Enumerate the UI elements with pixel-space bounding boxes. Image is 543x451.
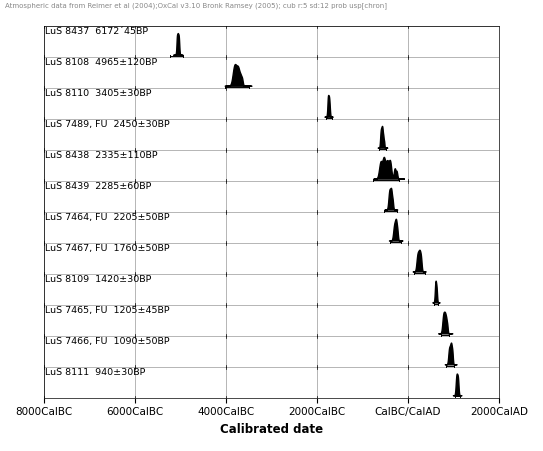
Text: LuS 7489, FU  2450±30BP: LuS 7489, FU 2450±30BP [45, 120, 170, 129]
Text: LuS 7464, FU  2205±50BP: LuS 7464, FU 2205±50BP [45, 213, 169, 222]
Text: LuS 8110  3405±30BP: LuS 8110 3405±30BP [45, 89, 151, 98]
Text: LuS 8109  1420±30BP: LuS 8109 1420±30BP [45, 275, 151, 284]
X-axis label: Calibrated date: Calibrated date [220, 423, 323, 436]
Text: LuS 8438  2335±110BP: LuS 8438 2335±110BP [45, 151, 157, 160]
Text: LuS 8439  2285±60BP: LuS 8439 2285±60BP [45, 182, 151, 191]
Text: LuS 7465, FU  1205±45BP: LuS 7465, FU 1205±45BP [45, 306, 169, 315]
Text: Atmospheric data from Reimer et al (2004);OxCal v3.10 Bronk Ramsey (2005); cub r: Atmospheric data from Reimer et al (2004… [5, 2, 387, 9]
Text: LuS 8111  940±30BP: LuS 8111 940±30BP [45, 368, 146, 377]
Text: LuS 8108  4965±120BP: LuS 8108 4965±120BP [45, 58, 157, 67]
Text: LuS 7466, FU  1090±50BP: LuS 7466, FU 1090±50BP [45, 337, 169, 346]
Text: LuS 7467, FU  1760±50BP: LuS 7467, FU 1760±50BP [45, 244, 169, 253]
Text: LuS 8437  6172´45BP: LuS 8437 6172´45BP [45, 27, 148, 36]
